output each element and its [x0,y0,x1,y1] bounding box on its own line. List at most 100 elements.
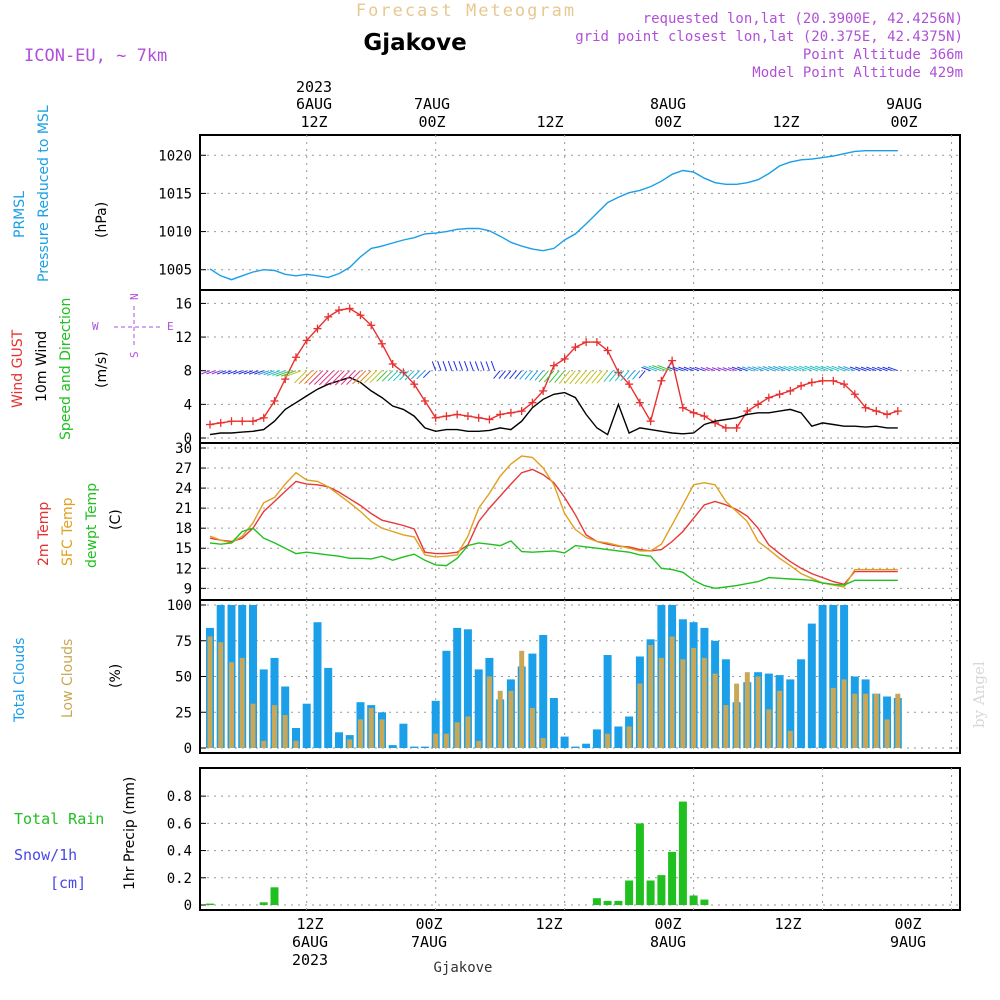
y-tick-label: 50 [175,670,192,686]
bar [497,690,503,748]
bar [626,726,632,748]
bar [777,690,783,748]
gust-marker [227,417,236,426]
wind-arrow [254,370,264,375]
gust-marker [549,361,558,370]
gust-marker [592,338,601,347]
y-tick-label: 27 [175,461,192,477]
gust-marker [818,376,827,385]
gust-marker [313,324,322,333]
wind-arrow [882,366,893,372]
gust-marker [420,396,429,405]
gust-marker [410,380,419,389]
gust-marker [334,306,343,315]
wind-arrow [490,360,496,371]
gust-marker [700,412,709,421]
wind-arrow [493,370,501,379]
bar [443,733,449,748]
wind-arrow [747,366,759,372]
bar [368,708,374,748]
bar [895,693,901,748]
top-tick-l2: 7AUG [414,95,450,113]
wind-arrow [352,370,367,385]
wind-arrow [783,365,796,372]
bar [207,636,213,748]
bar [658,657,664,748]
wind-arrow [603,370,614,382]
footer-station: Gjakove [433,960,492,976]
wind-arrow [534,370,544,381]
label-dewpt-temp: dewpt Temp [84,483,100,568]
bar [787,730,793,748]
wind-arrow [632,370,641,380]
panel-2: 9 12 15 18 21 24 27 30 [175,441,961,601]
bar [249,605,257,748]
series-line [209,527,898,590]
bar [863,693,869,748]
y-tick-label: 0 [184,898,192,914]
series-line [209,376,898,436]
bar [539,635,548,748]
compass-w: W [92,320,99,333]
wind-arrow [334,370,351,386]
gust-marker [216,418,225,427]
gust-marker [657,376,666,385]
top-tick-l2: 9AUG [886,95,922,113]
label-c: (C) [108,509,124,530]
wind-arrow [509,370,517,380]
compass-e: E [167,320,174,333]
wind-arrow [809,365,823,372]
wind-arrow [722,367,732,372]
wind-arrow [376,370,388,382]
y-tick-label: 30 [175,441,192,457]
y-tick-label: 25 [175,705,192,721]
gust-marker [625,380,634,389]
y-tick-label: 21 [175,501,192,517]
wind-arrow [294,370,308,384]
gust-marker [603,346,612,355]
wind-arrow [529,370,539,381]
wind-arrow [678,366,689,372]
wind-arrow [652,365,667,372]
wind-arrow [222,370,232,375]
bar [807,623,816,748]
bar [689,895,698,905]
gust-marker [528,398,537,407]
bar [582,743,591,748]
y-tick-label: 16 [175,296,192,312]
gust-marker [678,403,687,412]
bar [206,903,214,905]
wind-arrow [524,370,533,380]
model-label: ICON-EU, ~ 7km [24,46,167,66]
bar [347,739,353,748]
wind-arrow [263,370,275,376]
gust-marker [582,338,591,347]
y-tick-label: 9 [184,581,192,597]
wind-arrow [706,367,716,372]
series-line [209,455,898,588]
bar [852,693,858,748]
wind-arrow [762,366,775,372]
y-tick-label: 0.8 [167,789,192,805]
bar [324,667,333,748]
gust-marker [861,403,870,412]
y-tick-label: 0.2 [167,871,192,887]
label-ms: (m/s) [94,351,110,388]
wind-arrow [626,370,635,380]
gust-marker [668,356,677,365]
wind-arrow [728,367,737,372]
bar [379,719,385,748]
gust-marker [872,407,881,416]
wind-arrow [548,370,560,383]
panel-frame [199,442,961,601]
gust-marker [635,398,644,407]
bar [734,683,740,748]
wind-arrow [820,365,834,372]
bar [884,719,890,748]
gust-marker [345,304,354,313]
